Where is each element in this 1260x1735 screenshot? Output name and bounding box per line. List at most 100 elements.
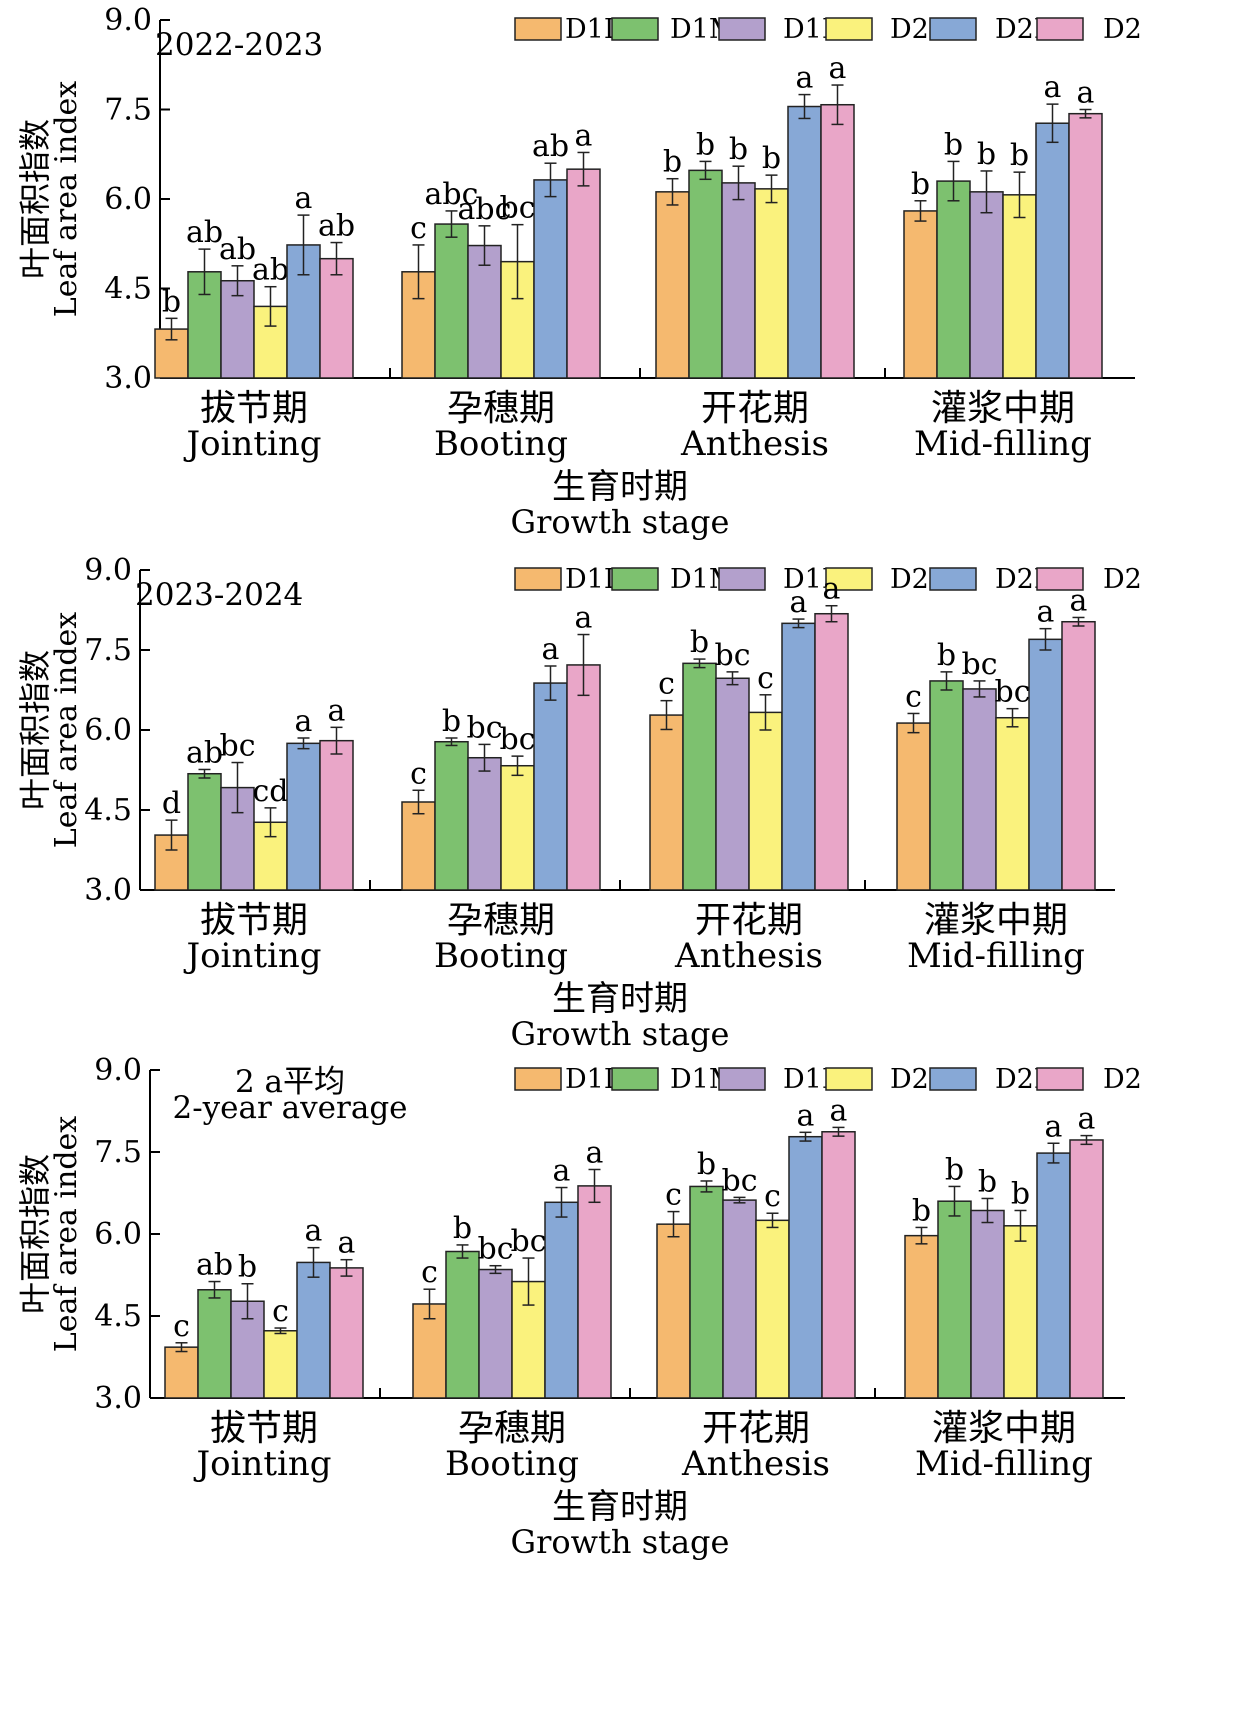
significance-letter: b [696, 127, 715, 162]
y-tick-label: 3.0 [84, 873, 132, 908]
significance-letter: b [977, 137, 996, 172]
bar-d2m [533, 682, 568, 891]
x-category-label-en: Jointing [193, 1444, 331, 1484]
significance-letter: ab [186, 215, 223, 250]
bar-d1m [197, 1289, 232, 1399]
legend-swatch-d1h [718, 567, 766, 591]
significance-letter: b [453, 1211, 472, 1246]
legend-swatch-d1h [718, 1067, 766, 1091]
bar-d2m [1035, 122, 1070, 379]
significance-letter: a [1077, 76, 1095, 111]
legend-swatch-d1m [611, 17, 659, 41]
bar-d2m [781, 622, 816, 891]
bar-d2h [566, 168, 601, 379]
bar-d2m [286, 742, 321, 891]
significance-letter: cd [252, 774, 288, 809]
legend-swatch-d1l [514, 567, 562, 591]
significance-letter: b [912, 1193, 931, 1228]
significance-letter: a [1078, 1102, 1096, 1137]
y-tick-label: 4.5 [94, 1299, 142, 1334]
x-category-label-en: Mid-filling [915, 1444, 1093, 1484]
significance-letter: a [295, 181, 313, 216]
y-tick-label: 3.0 [104, 361, 152, 396]
bar-d2h [814, 612, 849, 891]
significance-letter: a [1044, 70, 1062, 105]
significance-letter: a [542, 632, 560, 667]
significance-letter: ab [186, 735, 223, 770]
bar-d2m [787, 105, 822, 379]
significance-letter: a [830, 1093, 848, 1128]
bar-d1l [896, 722, 931, 891]
chart-title-en: 2-year average [172, 1090, 407, 1126]
significance-letter: c [658, 667, 675, 702]
significance-letter: d [162, 786, 181, 821]
significance-letter: b [442, 704, 461, 739]
bar-d1m [689, 1185, 724, 1399]
bar-d1l [655, 191, 690, 379]
x-axis-label-cn: 生育时期 [552, 1487, 688, 1527]
y-axis-label-cn: 叶面积指数 [16, 1154, 54, 1314]
x-category-label-cn: 灌浆中期 [932, 1408, 1076, 1449]
bar-d1m [936, 180, 971, 379]
bar-d2h [577, 1185, 612, 1399]
x-category-label-en: Mid-filling [907, 936, 1085, 976]
significance-letter: b [944, 127, 963, 162]
bar-d2l [748, 711, 783, 891]
significance-letter: bc [477, 1232, 513, 1267]
bar-d1m [688, 169, 723, 379]
significance-letter: a [823, 572, 841, 607]
significance-letter: b [1011, 1176, 1030, 1211]
legend-swatch-d1l [514, 1067, 562, 1091]
significance-letter: c [410, 756, 427, 791]
bar-d2h [319, 257, 354, 379]
significance-letter: bc [466, 710, 502, 745]
significance-letter: bc [499, 191, 535, 226]
bar-d2h [1061, 620, 1096, 891]
bar-d2h [821, 1131, 856, 1399]
significance-letter: b [937, 638, 956, 673]
legend-swatch-d2l [825, 17, 873, 41]
bar-d1l [656, 1223, 691, 1399]
legend-swatch-d2l [825, 1067, 873, 1091]
significance-letter: b [911, 167, 930, 202]
significance-letter: a [797, 1098, 815, 1133]
x-axis-label-en: Growth stage [511, 1523, 730, 1561]
significance-letter: a [553, 1154, 571, 1189]
significance-letter: c [757, 661, 774, 696]
significance-letter: c [272, 1294, 289, 1329]
significance-letter: b [762, 141, 781, 176]
significance-letter: ab [252, 253, 289, 288]
significance-letter: bc [961, 647, 997, 682]
legend-swatch-d2m [929, 567, 977, 591]
significance-letter: a [295, 704, 313, 739]
x-category-label-cn: 孕穗期 [447, 900, 555, 941]
x-category-label-en: Anthesis [681, 1444, 830, 1484]
legend-label: D2 [1103, 1064, 1142, 1095]
bar-d1h [478, 1268, 513, 1399]
significance-letter: a [1045, 1109, 1063, 1144]
bar-d1m [434, 223, 469, 379]
significance-letter: b [690, 625, 709, 660]
y-tick-label: 7.5 [94, 1135, 142, 1170]
bar-d1m [937, 1200, 972, 1399]
y-tick-label: 9.0 [94, 1053, 142, 1088]
x-category-label-cn: 灌浆中期 [924, 900, 1068, 941]
significance-letter: a [790, 585, 808, 620]
legend-swatch-d2h [1036, 567, 1084, 591]
bar-d2h [820, 103, 855, 379]
bar-d2l [263, 1330, 298, 1399]
significance-letter: a [328, 693, 346, 728]
x-category-label-en: Anthesis [674, 936, 823, 976]
bar-d2h [319, 739, 354, 891]
x-category-label-cn: 开花期 [702, 1408, 810, 1449]
x-category-label-en: Jointing [183, 936, 321, 976]
y-tick-label: 9.0 [84, 553, 132, 588]
bar-d2h [1068, 112, 1103, 379]
bar-d1l [904, 1234, 939, 1399]
significance-letter: bc [510, 1224, 546, 1259]
y-tick-label: 6.0 [94, 1217, 142, 1252]
x-category-label-en: Booting [445, 1444, 579, 1484]
bar-d1l [401, 801, 436, 891]
